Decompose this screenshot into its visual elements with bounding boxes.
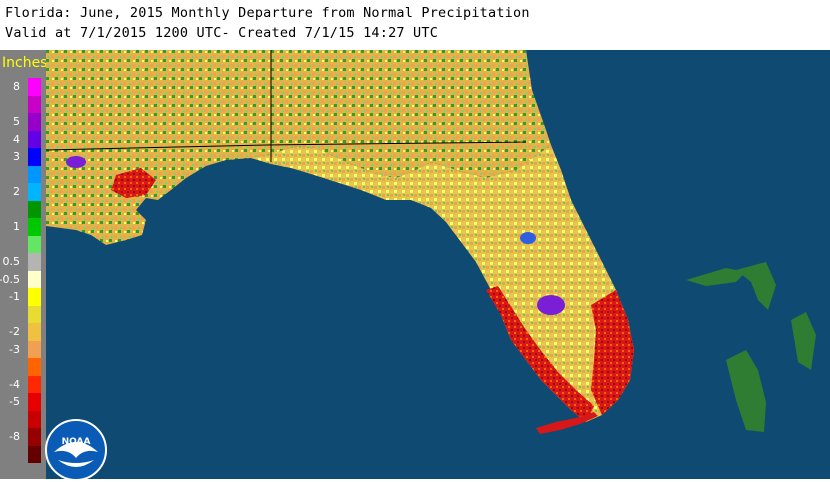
legend-swatch [28, 375, 41, 393]
legend-tick-label: -0.5 [0, 272, 20, 286]
legend-swatch [28, 183, 41, 201]
legend-swatch [28, 165, 41, 183]
color-legend: Inches 8 5 4 3 2 1 0.5 -0.5 -1 -2 -3 -4 -5 -8 [0, 50, 48, 479]
legend-swatch [28, 410, 41, 428]
legend-swatch [28, 288, 41, 306]
northern-land [46, 50, 551, 245]
legend-tick-label: -3 [9, 342, 20, 356]
legend-tick-label: 2 [13, 185, 20, 198]
legend-tick-label: -8 [9, 430, 20, 443]
legend-tick-label: 1 [13, 220, 20, 233]
legend-tick-label: 5 [13, 115, 20, 128]
legend-tick-label: -5 [9, 395, 20, 408]
legend-swatch [28, 113, 41, 131]
legend-swatch [28, 323, 41, 341]
tampa-wet-area [520, 232, 536, 244]
legend-tick-label: -1 [9, 290, 20, 303]
legend-tick-label: 8 [13, 80, 20, 93]
legend-title: Inches [2, 55, 48, 71]
bahamas-grand [686, 268, 746, 286]
alabama-deficit [111, 168, 156, 198]
legend-swatch [28, 358, 41, 376]
legend-tick-label: 3 [13, 150, 20, 163]
bahamas-andros [726, 350, 766, 432]
legend-tick-label: 0.5 [2, 255, 21, 268]
legend-tick-label: -4 [9, 377, 20, 391]
legend-swatch [28, 218, 41, 236]
state-boundary-line [46, 141, 527, 151]
legend-swatch [28, 445, 41, 463]
precipitation-map [46, 50, 830, 479]
header: Florida: June, 2015 Monthly Departure fr… [0, 0, 830, 50]
map-validity-line: Valid at 7/1/2015 1200 UTC- Created 7/1/… [5, 25, 439, 41]
southwest-coast-deficit [486, 286, 594, 422]
central-florida-wet-area [537, 295, 565, 315]
legend-swatch [28, 95, 41, 113]
legend-swatch [28, 393, 41, 411]
legend-swatch [28, 130, 41, 148]
legend-swatch [28, 340, 41, 358]
legend-swatch [28, 148, 41, 166]
legend-swatch [28, 253, 41, 271]
legend-swatch [28, 305, 41, 323]
noaa-logo: NOAA [45, 419, 107, 481]
legend-swatch [28, 270, 41, 288]
bahamas-eleuthera [791, 312, 816, 370]
legend-swatch [28, 78, 41, 96]
logo-text: NOAA [62, 437, 91, 447]
legend-swatch [28, 428, 41, 446]
louisiana-wet-area [66, 156, 86, 168]
legend-tick-label: -2 [9, 325, 20, 338]
map-title: Florida: June, 2015 Monthly Departure fr… [5, 5, 530, 21]
florida-keys [536, 412, 598, 434]
legend-swatch [28, 200, 41, 218]
legend-tick-label: 4 [13, 132, 20, 146]
legend-swatch [28, 235, 41, 253]
bahamas-abaco [736, 262, 776, 310]
southeast-deficit [591, 290, 634, 415]
